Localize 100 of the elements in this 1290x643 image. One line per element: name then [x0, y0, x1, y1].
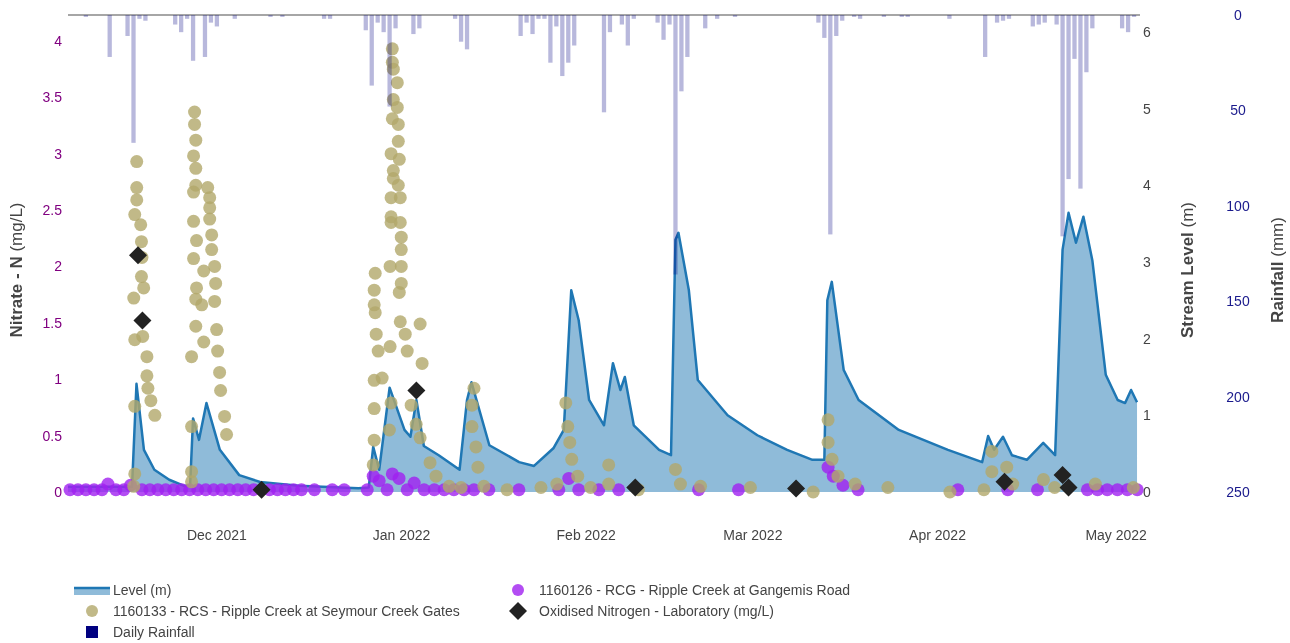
bar: [375, 15, 380, 23]
bar: [661, 15, 666, 40]
bar: [530, 15, 535, 35]
bar: [1042, 15, 1047, 23]
x-tick-label: Apr 2022: [909, 527, 967, 543]
bar: [369, 15, 374, 86]
bar: [232, 15, 237, 19]
legend-label: Level (m): [113, 582, 172, 598]
point: [133, 311, 152, 330]
bar: [994, 15, 1000, 23]
bar: [947, 15, 952, 19]
y2-tick-label: 4: [1143, 177, 1151, 194]
bar: [679, 15, 684, 92]
bar: [685, 15, 690, 57]
bar: [393, 15, 398, 29]
y2-tick-label: 1: [1143, 407, 1151, 424]
bar: [667, 15, 672, 25]
x-tick-label: Jan 2022: [372, 527, 431, 543]
bar: [572, 15, 577, 46]
bar: [321, 15, 327, 19]
y2-tick-label: 6: [1143, 23, 1151, 40]
y3-tick-label: 150: [1226, 293, 1250, 310]
bar: [828, 15, 833, 235]
point: [995, 472, 1014, 491]
point: [1053, 466, 1072, 485]
y-axis-title: Nitrate - N (mg/L): [7, 202, 26, 338]
bar: [1060, 15, 1065, 237]
bar: [1000, 15, 1006, 21]
bar: [560, 15, 565, 77]
x-tick-label: May 2022: [1085, 527, 1148, 543]
y-tick-label: 3.5: [42, 89, 63, 106]
bar: [214, 15, 220, 27]
y3-tick-label: 100: [1226, 197, 1250, 214]
bar: [601, 15, 607, 113]
bar: [548, 15, 553, 63]
bar: [983, 15, 988, 57]
bar: [452, 15, 458, 19]
legend-label: Oxidised Nitrogen - Laboratory (mg/L): [539, 603, 774, 619]
bar: [524, 15, 529, 23]
bar: [202, 15, 208, 57]
bar: [381, 15, 386, 33]
bar: [607, 15, 613, 33]
bar: [1084, 15, 1089, 73]
x-tick-label: Feb 2022: [556, 527, 616, 543]
bar: [107, 15, 112, 57]
x-tick-label: Dec 2021: [186, 527, 248, 543]
bar: [518, 15, 523, 36]
bar: [542, 15, 547, 19]
bar: [327, 15, 333, 19]
y-tick-label: 0.5: [42, 427, 63, 444]
bar: [857, 15, 863, 19]
y3-tick-label: 0: [1234, 7, 1243, 23]
bar: [184, 15, 190, 19]
bar: [179, 15, 184, 33]
bar: [816, 15, 821, 23]
bar: [1119, 15, 1125, 29]
y3-tick-label: 50: [1230, 102, 1246, 119]
bar: [1078, 15, 1083, 189]
y-tick-label: 3: [54, 145, 63, 162]
point: [407, 381, 426, 400]
y3-tick-label: 250: [1226, 484, 1250, 500]
bar: [137, 15, 142, 19]
bar: [125, 15, 130, 36]
bar: [840, 15, 845, 21]
bar: [1125, 15, 1131, 33]
bar: [131, 15, 136, 143]
bar: [625, 15, 630, 46]
bar: [673, 15, 678, 275]
bar: [190, 15, 196, 61]
y-tick-label: 2: [54, 258, 63, 275]
bar: [631, 15, 636, 19]
point: [1059, 478, 1078, 497]
bar: [363, 15, 368, 31]
bar: [1090, 15, 1095, 29]
bar: [655, 15, 660, 23]
bar: [143, 15, 148, 21]
bar: [536, 15, 541, 19]
bar: [208, 15, 214, 23]
bar: [566, 15, 571, 63]
legend-label: Daily Rainfall: [113, 624, 195, 640]
y-tick-label: 1.5: [42, 314, 63, 331]
y-tick-label: 1: [54, 371, 63, 388]
bar: [1066, 15, 1071, 180]
legend-label: 1160126 - RCG - Ripple Creek at Gangemis Road: [539, 582, 851, 598]
y2-axis-title: Stream Level (m): [1178, 201, 1197, 339]
bar: [417, 15, 422, 29]
y3-tick-label: 200: [1226, 388, 1250, 405]
bar: [715, 15, 720, 19]
bar: [1030, 15, 1035, 27]
y3-axis-title: Rainfall (mm): [1268, 217, 1287, 323]
x-tick-label: Mar 2022: [723, 527, 783, 543]
y2-tick-label: 0: [1143, 484, 1151, 500]
point: [128, 246, 147, 265]
bar: [458, 15, 464, 42]
bar: [411, 15, 416, 35]
bar: [173, 15, 178, 25]
legend-label: 1160133 - RCS - Ripple Creek at Seymour Creek Gates: [113, 603, 460, 619]
point: [787, 479, 806, 498]
y2-tick-label: 3: [1143, 253, 1151, 270]
bar: [703, 15, 708, 29]
